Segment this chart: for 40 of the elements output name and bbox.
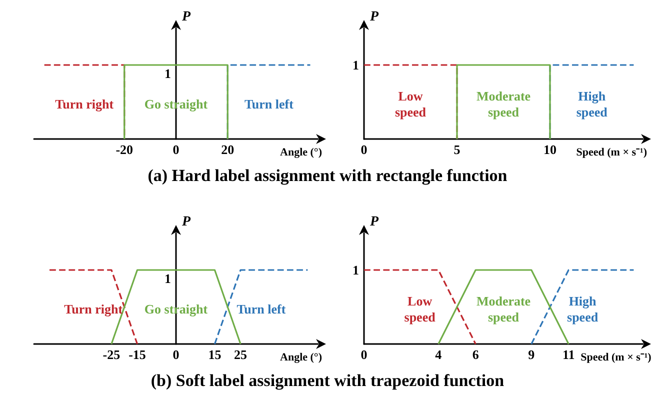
y-axis-title: P	[182, 214, 191, 230]
text: (a) Hard label assignment with rectangle function	[146, 166, 508, 186]
series-label: High speed	[576, 88, 608, 120]
x-tick-label: 25	[234, 347, 248, 362]
x-axis-title: Angle (°)	[280, 352, 322, 364]
series-label: Low speed	[394, 88, 427, 120]
x-axis-title: Speed (m × s⁻¹)	[580, 352, 652, 364]
x-tick-label: -25	[102, 347, 121, 362]
x-tick-label: 5	[454, 142, 461, 157]
x-tick-label: 6	[472, 347, 480, 362]
x-tick-label: 0	[172, 142, 180, 157]
x-tick-label: 9	[528, 347, 536, 362]
annotation: 1	[164, 271, 171, 286]
series-label: High speed	[567, 294, 599, 325]
y-axis-title: P	[370, 10, 379, 24]
series-label: Moderate speed	[476, 294, 531, 325]
x-tick-label: 15	[208, 347, 222, 362]
x-tick-label: -15	[128, 347, 146, 362]
x-tick-label: 4	[435, 347, 442, 362]
x-axis-title: Speed (m × s⁻¹)	[576, 146, 648, 158]
text: 1	[352, 262, 359, 278]
text: (b) Soft label assignment with trapezoid function	[150, 371, 506, 391]
x-tick-label: 0	[360, 142, 368, 157]
text: 1	[352, 58, 359, 72]
x-tick-label: 10	[544, 142, 556, 157]
x-tick-label: 0	[172, 347, 180, 362]
x-axis-title: Angle (°)	[280, 146, 322, 158]
series-label: Low speed	[404, 294, 436, 325]
series-label: Turn left	[244, 96, 294, 112]
series-label: Turn right	[64, 302, 124, 317]
x-tick-label: -20	[116, 142, 134, 157]
x-tick-label: 0	[360, 347, 368, 362]
x-tick-label: 20	[221, 142, 234, 157]
series-label: Turn right	[55, 96, 114, 112]
series-label: Turn left	[236, 302, 286, 317]
y-axis-title: P	[182, 10, 191, 24]
x-tick-label: 11	[562, 347, 575, 362]
series-label: Moderate speed	[476, 88, 531, 120]
y-axis-title: P	[370, 214, 379, 230]
annotation: 1	[164, 66, 171, 81]
